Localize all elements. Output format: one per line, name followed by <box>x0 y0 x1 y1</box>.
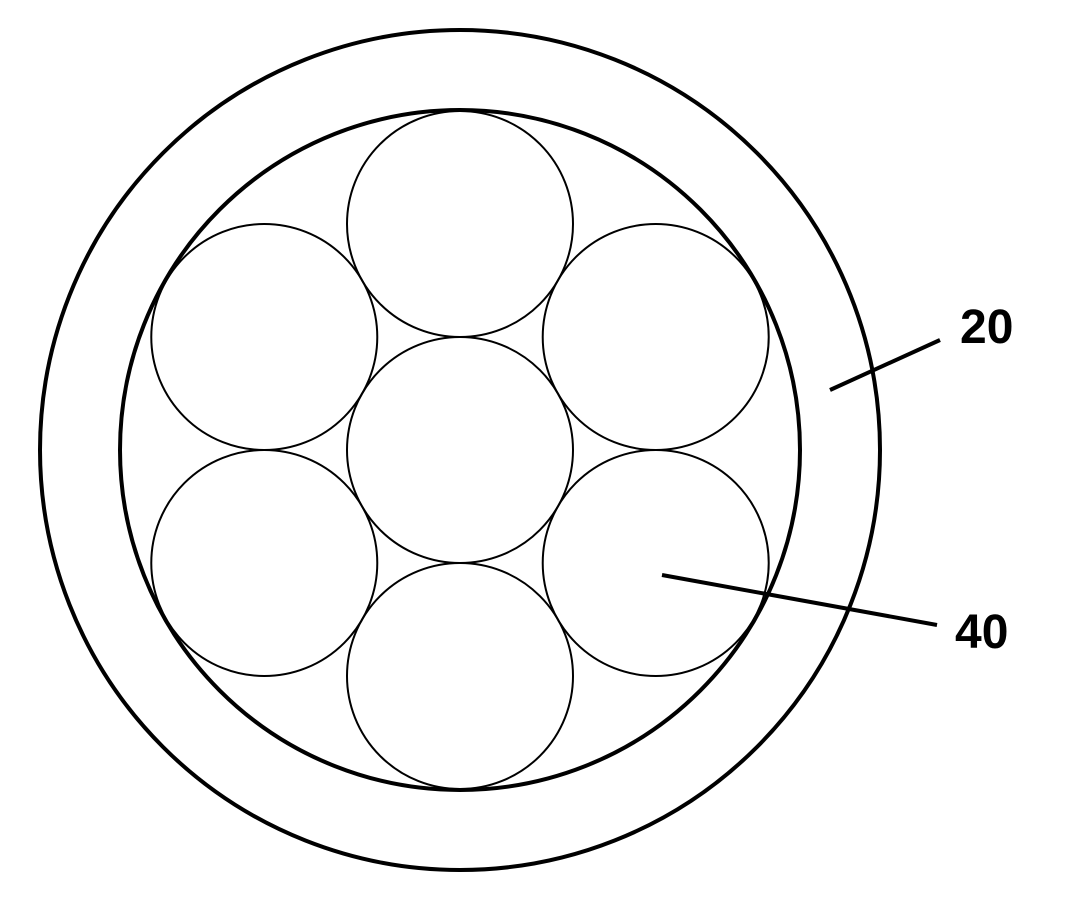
diagram-container: 20 40 <box>0 0 1075 901</box>
label-20: 20 <box>960 300 1013 355</box>
cable-cross-section-diagram <box>0 0 1075 901</box>
label-40: 40 <box>955 605 1008 660</box>
